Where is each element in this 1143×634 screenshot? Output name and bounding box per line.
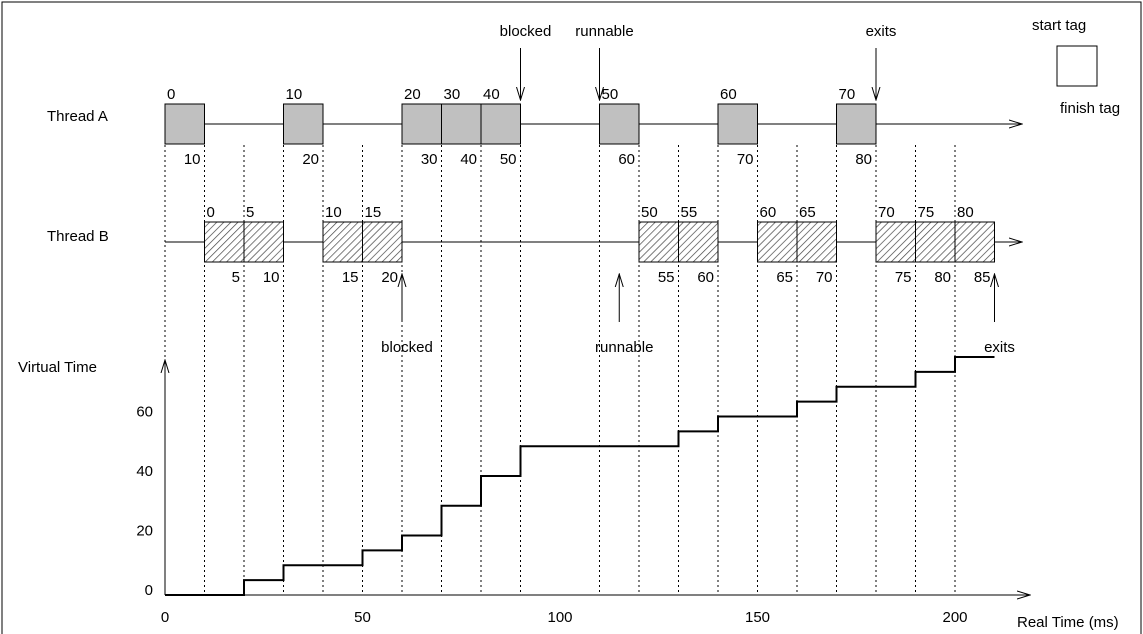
thread-a-timeline: Thread A 0 10 10 20 20 30 30 40 40 50 50 60 60 70 70 80… xyxy=(47,23,1022,168)
start-tag-label: 0 xyxy=(207,204,215,221)
legend-finish-tag: finish tag xyxy=(1060,100,1120,117)
start-tag-label: 60 xyxy=(720,86,737,103)
dotted-guides xyxy=(164,145,956,592)
start-tag-label: 0 xyxy=(167,86,175,103)
event-label-exits: exits xyxy=(866,23,897,40)
legend-box xyxy=(1056,45,1098,87)
start-tag-label: 60 xyxy=(760,204,777,221)
start-tag-label: 70 xyxy=(839,86,856,103)
thread-a-label: Thread A xyxy=(47,108,108,125)
y-tick-label: 60 xyxy=(136,404,153,421)
execution-block xyxy=(441,103,482,145)
y-tick-label: 40 xyxy=(136,463,153,480)
event-label-exits: exits xyxy=(984,339,1015,356)
execution-block xyxy=(638,221,679,263)
start-tag-label: 50 xyxy=(602,86,619,103)
finish-tag-label: 80 xyxy=(855,151,872,168)
finish-tag-label: 60 xyxy=(618,151,635,168)
legend: start tag finish tag xyxy=(1032,17,1120,117)
execution-block xyxy=(599,103,640,145)
event-label-blocked: blocked xyxy=(500,23,552,40)
virtual-time-curve xyxy=(165,356,995,596)
start-tag-label: 20 xyxy=(404,86,421,103)
finish-tag-label: 60 xyxy=(697,269,714,286)
start-tag-label: 75 xyxy=(918,204,935,221)
y-tick-label: 20 xyxy=(136,523,153,540)
x-tick-label: 200 xyxy=(942,609,967,626)
finish-tag-label: 75 xyxy=(895,269,912,286)
execution-block xyxy=(875,221,916,263)
finish-tag-label: 65 xyxy=(776,269,793,286)
start-tag-label: 70 xyxy=(878,204,895,221)
finish-tag-label: 10 xyxy=(263,269,280,286)
execution-block xyxy=(480,103,521,145)
finish-tag-label: 85 xyxy=(974,269,991,286)
x-axis-label: Real Time (ms) xyxy=(1017,614,1119,631)
execution-block xyxy=(401,103,442,145)
thread-b-timeline: Thread B 0551010151520505555606065657070… xyxy=(47,204,1022,356)
x-tick-label: 150 xyxy=(745,609,770,626)
execution-block xyxy=(678,221,719,263)
finish-tag-label: 80 xyxy=(934,269,951,286)
x-tick-label: 100 xyxy=(547,609,572,626)
start-tag-label: 55 xyxy=(681,204,698,221)
execution-block xyxy=(164,103,205,145)
start-tag-label: 65 xyxy=(799,204,816,221)
finish-tag-label: 5 xyxy=(232,269,240,286)
thread-b-label: Thread B xyxy=(47,228,109,245)
execution-block xyxy=(836,103,877,145)
finish-tag-label: 10 xyxy=(184,151,201,168)
event-label-runnable: runnable xyxy=(595,339,653,356)
finish-tag-label: 20 xyxy=(302,151,319,168)
execution-block xyxy=(757,221,798,263)
start-tag-label: 50 xyxy=(641,204,658,221)
finish-tag-label: 70 xyxy=(816,269,833,286)
finish-tag-label: 70 xyxy=(737,151,754,168)
finish-tag-label: 30 xyxy=(421,151,438,168)
x-tick-label: 50 xyxy=(354,609,371,626)
finish-tag-label: 50 xyxy=(500,151,517,168)
start-tag-label: 40 xyxy=(483,86,500,103)
x-tick-label: 0 xyxy=(161,609,169,626)
y-axis-label: Virtual Time xyxy=(18,359,97,376)
finish-tag-label: 40 xyxy=(460,151,477,168)
start-tag-label: 30 xyxy=(444,86,461,103)
start-tag-label: 10 xyxy=(325,204,342,221)
execution-block xyxy=(796,221,837,263)
virtual-time-graph: Virtual Time Real Time (ms) 0 20 40 60 0 50 10… xyxy=(18,356,1119,631)
start-tag-label: 15 xyxy=(365,204,382,221)
legend-start-tag: start tag xyxy=(1032,17,1086,34)
execution-block xyxy=(243,221,284,263)
finish-tag-label: 15 xyxy=(342,269,359,286)
execution-block xyxy=(322,221,363,263)
execution-block xyxy=(915,221,956,263)
execution-block xyxy=(283,103,324,145)
execution-block xyxy=(717,103,758,145)
event-label-runnable: runnable xyxy=(575,23,633,40)
execution-block xyxy=(954,221,995,263)
start-tag-label: 5 xyxy=(246,204,254,221)
execution-block xyxy=(204,221,245,263)
finish-tag-label: 55 xyxy=(658,269,675,286)
execution-block xyxy=(362,221,403,263)
finish-tag-label: 20 xyxy=(381,269,398,286)
event-label-blocked: blocked xyxy=(381,339,433,356)
start-tag-label: 80 xyxy=(957,204,974,221)
start-tag-label: 10 xyxy=(286,86,303,103)
y-tick-label: 0 xyxy=(145,582,153,599)
